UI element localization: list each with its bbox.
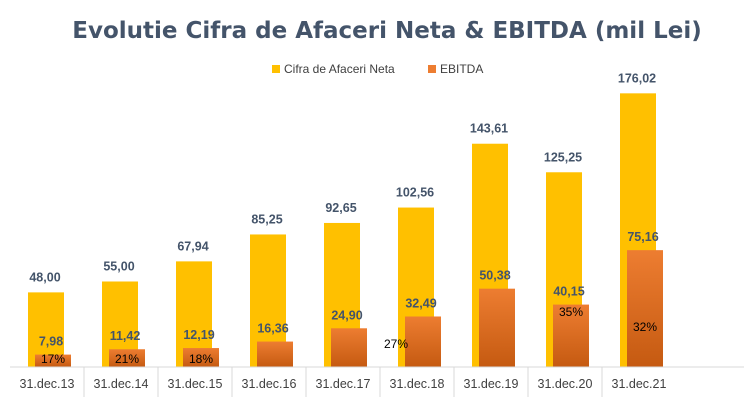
data-label-revenue: 143,61 [470, 122, 508, 136]
bar-revenue [28, 292, 64, 367]
bar-ebitda [35, 354, 71, 367]
x-tick-label: 31.dec.21 [612, 377, 667, 391]
x-tick-label: 31.dec.19 [464, 377, 519, 391]
data-label-revenue: 125,25 [544, 150, 582, 164]
bar-ebitda [553, 304, 589, 367]
x-axis: 31.dec.13 31.dec.14 31.dec.15 31.dec.16 31.d… [20, 367, 667, 397]
data-label-ebitda: 24,90 [331, 308, 362, 322]
bar-ebitda [405, 316, 441, 367]
data-label-revenue: 67,94 [177, 239, 208, 253]
bar-ebitda [627, 250, 663, 367]
data-label-ebitda: 50,38 [479, 269, 510, 283]
data-label-ebitda: 32,49 [405, 296, 436, 310]
legend-label-revenue: Cifra de Afaceri Neta [284, 62, 395, 76]
bar-ebitda [183, 348, 219, 367]
annotation-margin: 21% [115, 352, 139, 366]
x-tick-label: 31.dec.16 [242, 377, 297, 391]
plot-area: 48,00 7,98 17% 55,00 11,42 21% 67,94 12,19 18% 85… [28, 71, 663, 367]
legend: Cifra de Afaceri Neta EBITDA [272, 62, 483, 76]
data-label-ebitda: 12,19 [183, 328, 214, 342]
x-tick-label: 31.dec.17 [316, 377, 371, 391]
annotation-margin: 32% [633, 320, 657, 334]
data-label-ebitda: 40,15 [553, 285, 584, 299]
x-tick-label: 31.dec.20 [538, 377, 593, 391]
annotation-margin: 35% [559, 305, 583, 319]
data-label-ebitda: 11,42 [110, 329, 141, 343]
data-label-revenue: 92,65 [325, 201, 356, 215]
data-label-revenue: 55,00 [103, 259, 134, 273]
data-label-revenue: 48,00 [29, 270, 60, 284]
bar-ebitda [109, 349, 145, 367]
data-label-revenue: 102,56 [396, 186, 434, 200]
annotation-margin: 17% [41, 352, 65, 366]
x-tick-label: 31.dec.15 [168, 377, 223, 391]
x-tick-label: 31.dec.18 [390, 377, 445, 391]
annotation-margin: 18% [189, 352, 213, 366]
data-label-revenue: 176,02 [618, 71, 656, 85]
bar-ebitda [257, 341, 293, 367]
chart-title: Evolutie Cifra de Afaceri Neta & EBITDA … [72, 18, 701, 44]
x-tick-label: 31.dec.14 [94, 377, 149, 391]
annotation-margin: 27% [384, 337, 408, 351]
data-label-revenue: 85,25 [251, 212, 282, 226]
bar-ebitda [479, 288, 515, 367]
legend-swatch-revenue [272, 65, 280, 73]
bar-ebitda [331, 328, 367, 367]
data-label-ebitda: 16,36 [257, 322, 288, 336]
legend-label-ebitda: EBITDA [440, 62, 483, 76]
data-label-ebitda: 75,16 [627, 230, 658, 244]
data-label-ebitda: 7,98 [39, 335, 63, 349]
legend-swatch-ebitda [428, 65, 436, 73]
x-tick-label: 31.dec.13 [20, 377, 75, 391]
